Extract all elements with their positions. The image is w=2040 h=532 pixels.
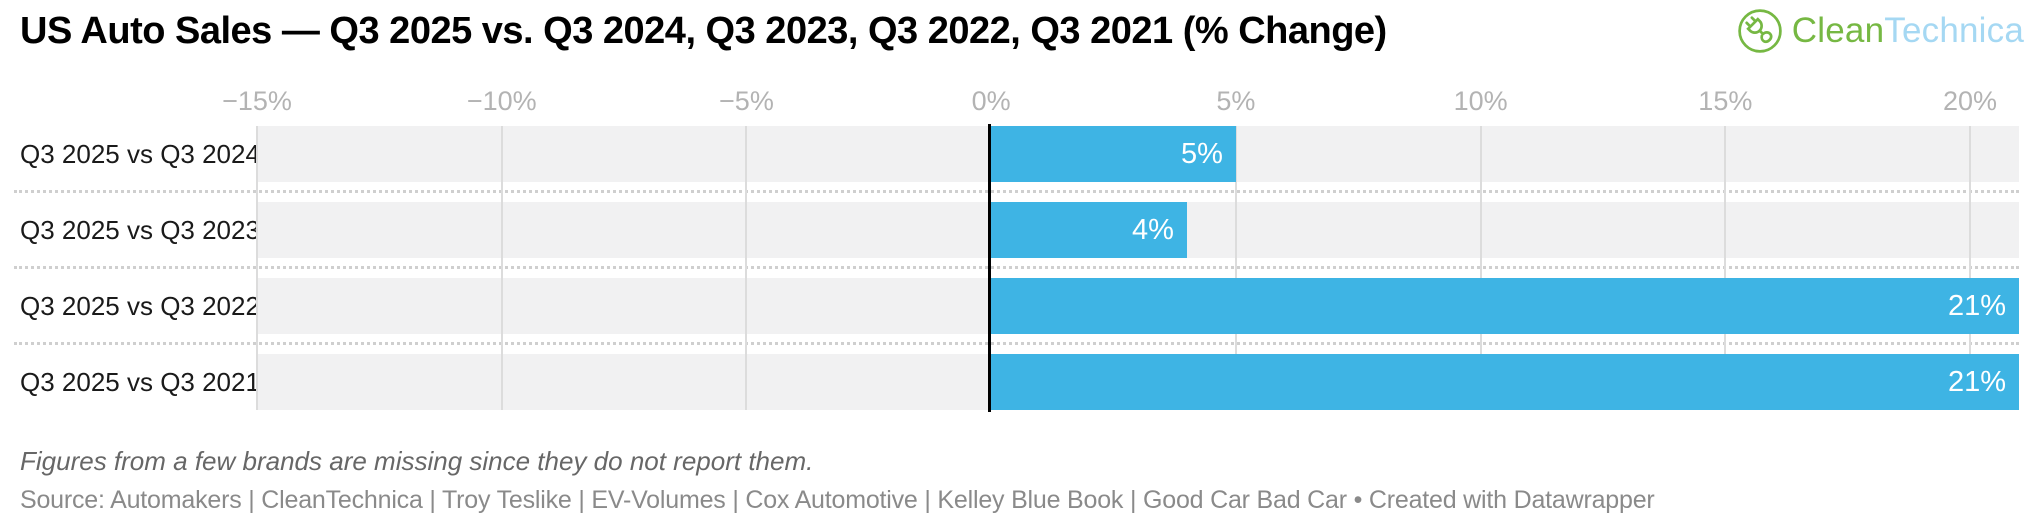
- row-category-label: Q3 2025 vs Q3 2023: [20, 214, 260, 245]
- axis-tick-label: 10%: [1453, 86, 1508, 116]
- axis-gridline: [256, 126, 258, 410]
- axis-tick-label: −15%: [222, 86, 292, 116]
- data-bar: 5%: [991, 126, 1236, 182]
- cleantechnica-logo[interactable]: CleanTechnica: [1737, 8, 2024, 54]
- axis-gridline: [500, 126, 503, 410]
- row-category-label: Q3 2025 vs Q3 2021: [20, 366, 260, 397]
- logo-wordmark: CleanTechnica: [1792, 11, 2024, 51]
- logo-word-technica: Technica: [1884, 11, 2024, 50]
- axis-tick-label: −10%: [466, 86, 537, 116]
- axis-gridline: [1969, 126, 1972, 410]
- data-bar: 4%: [991, 202, 1187, 258]
- axis-gridline: [745, 126, 748, 410]
- axis-gridline: [1479, 126, 1482, 410]
- data-bar: 21%: [991, 278, 2019, 334]
- row-category-label: Q3 2025 vs Q3 2022: [20, 290, 260, 321]
- axis-tick-label: 15%: [1698, 86, 1753, 116]
- axis-gridline: [1234, 126, 1237, 410]
- bar-value-label: 21%: [1947, 289, 2006, 322]
- chart-title: US Auto Sales — Q3 2025 vs. Q3 2024, Q3 …: [20, 10, 1387, 52]
- bar-value-label: 4%: [1132, 213, 1174, 246]
- axis-tick-label: 20%: [1943, 86, 1998, 116]
- logo-word-clean: Clean: [1791, 11, 1885, 50]
- chart-source-line: Source: Automakers | CleanTechnica | Tro…: [20, 486, 1655, 514]
- zero-baseline: [988, 124, 992, 412]
- cleantechnica-plug-icon: [1737, 8, 1783, 54]
- axis-tick-label: −5%: [719, 86, 774, 116]
- axis-tick-label: 0%: [971, 86, 1011, 116]
- bar-value-label: 21%: [1947, 365, 2006, 398]
- axis-gridline: [1724, 126, 1727, 410]
- data-bar: 21%: [991, 354, 2019, 410]
- chart-footnote: Figures from a few brands are missing si…: [20, 446, 814, 476]
- row-separator-dotted-line: [14, 342, 2019, 345]
- row-separator-dotted-line: [14, 190, 2019, 193]
- axis-tick-label: 5%: [1216, 86, 1256, 116]
- row-category-label: Q3 2025 vs Q3 2024: [20, 138, 260, 169]
- row-separator-dotted-line: [14, 266, 2019, 269]
- bar-value-label: 5%: [1180, 137, 1223, 170]
